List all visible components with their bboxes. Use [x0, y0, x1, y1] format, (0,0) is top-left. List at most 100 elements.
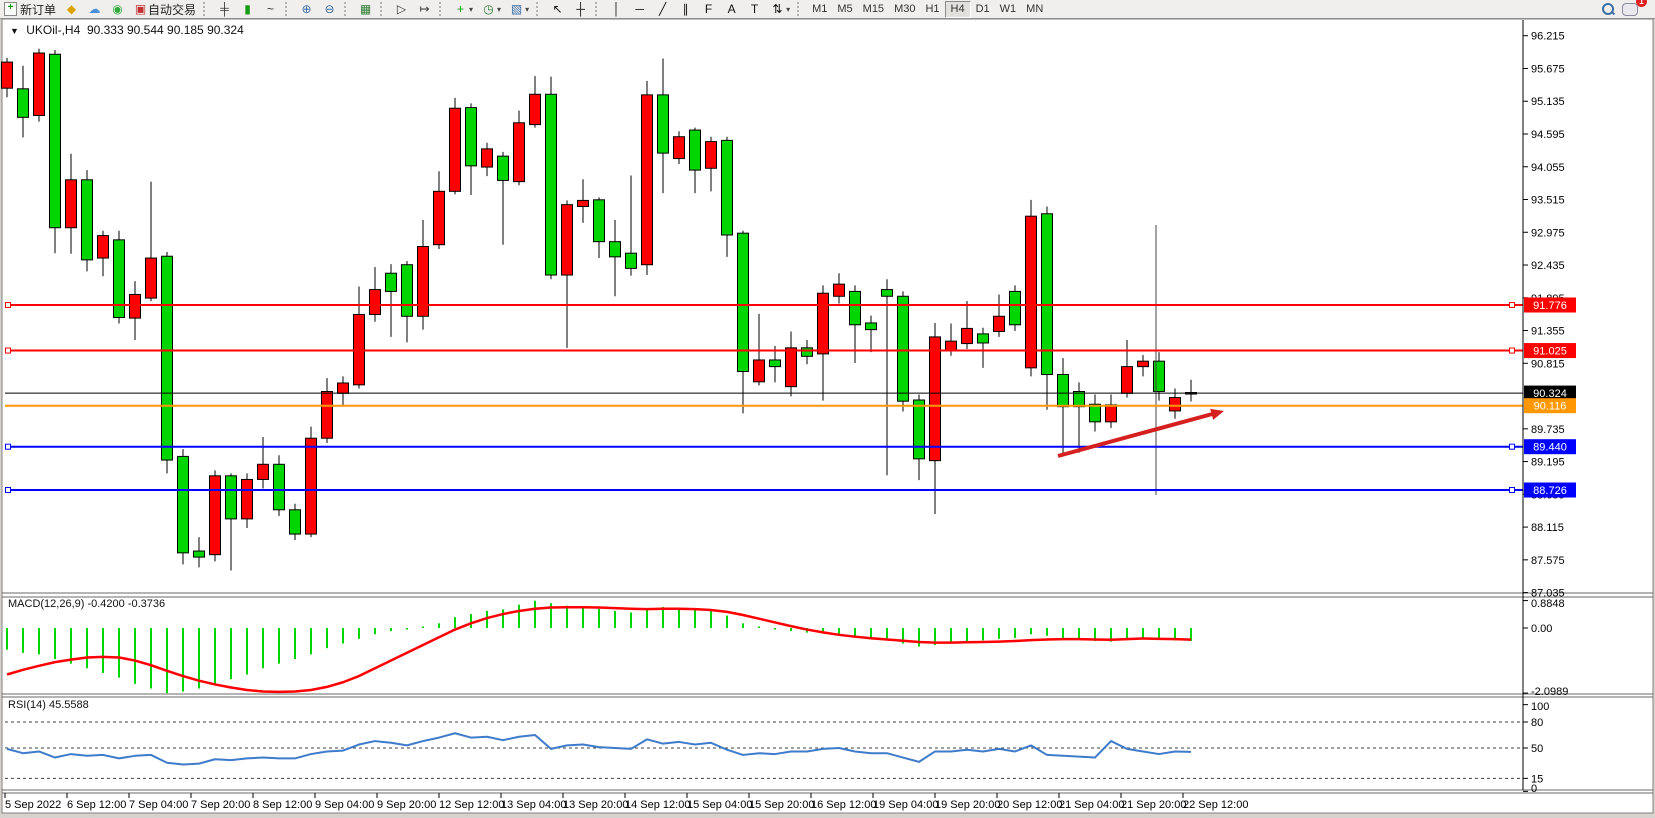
candlestick-chart-icon[interactable]: ▮ — [244, 2, 251, 16]
candle[interactable] — [625, 252, 637, 269]
period-clock-icon[interactable]: ◷ ▾ — [483, 2, 502, 16]
line-handle[interactable] — [1509, 347, 1515, 354]
candle[interactable] — [497, 155, 509, 181]
candle[interactable] — [225, 475, 237, 520]
line-handle[interactable] — [5, 347, 11, 354]
candle[interactable] — [865, 322, 877, 331]
auto-scroll-icon[interactable]: ▷ — [396, 2, 407, 16]
candle[interactable] — [801, 347, 813, 357]
label-icon[interactable]: T — [750, 2, 759, 16]
candle[interactable] — [97, 235, 109, 259]
horizontal-line-icon[interactable]: ─ — [635, 2, 644, 16]
candle[interactable] — [977, 333, 989, 344]
candle[interactable] — [1041, 213, 1053, 376]
candle[interactable] — [577, 199, 589, 207]
candle[interactable] — [257, 463, 269, 480]
trend-arrow-head[interactable] — [1210, 408, 1224, 420]
candle[interactable] — [209, 475, 221, 556]
candle[interactable] — [1025, 215, 1037, 369]
candle[interactable] — [881, 289, 893, 297]
candle[interactable] — [161, 255, 173, 461]
zoom-in-icon[interactable]: ⊕ — [301, 2, 312, 16]
candle[interactable] — [193, 550, 205, 558]
vertical-line-icon[interactable]: │ — [612, 2, 621, 16]
line-handle[interactable] — [5, 487, 11, 494]
candle[interactable] — [593, 199, 605, 243]
crosshair-icon[interactable]: ┼ — [576, 2, 585, 16]
timeframe-button-h1[interactable]: H1 — [925, 2, 940, 15]
candle[interactable] — [785, 347, 797, 388]
candle[interactable] — [689, 129, 701, 171]
candle[interactable] — [609, 241, 621, 258]
candle[interactable] — [321, 391, 333, 439]
line-handle[interactable] — [1509, 302, 1515, 308]
candle[interactable] — [1, 61, 13, 89]
text-icon[interactable]: A — [727, 2, 736, 16]
candle[interactable] — [1057, 374, 1069, 408]
trendline-icon[interactable]: ╱ — [658, 2, 667, 16]
candle[interactable] — [1137, 360, 1149, 368]
funnel-icon[interactable]: ◆ — [66, 2, 77, 16]
symbol-dropdown-icon[interactable]: ▼ — [10, 26, 19, 36]
bar-chart-icon[interactable]: ╪ — [220, 2, 229, 16]
candle[interactable] — [129, 293, 141, 319]
candle[interactable] — [433, 190, 445, 246]
candle[interactable] — [705, 141, 717, 169]
candle[interactable] — [753, 359, 765, 383]
candle[interactable] — [897, 295, 909, 402]
mql5-cloud-icon[interactable]: ☁ — [88, 2, 101, 16]
candle[interactable] — [513, 122, 525, 183]
template-icon[interactable]: ▧ ▾ — [510, 2, 530, 16]
candle[interactable] — [929, 336, 941, 462]
timeframe-button-m1[interactable]: M1 — [812, 2, 828, 15]
new-order-button[interactable]: + 新订单 — [1, 1, 59, 17]
candle[interactable] — [305, 437, 317, 535]
candle[interactable] — [81, 179, 93, 261]
trend-arrow[interactable] — [1057, 411, 1217, 458]
candle[interactable] — [337, 382, 349, 394]
candle[interactable] — [1153, 360, 1165, 393]
candle[interactable] — [993, 315, 1005, 332]
tile-windows-icon[interactable]: ▦ — [359, 2, 372, 16]
timeframe-button-w1[interactable]: W1 — [999, 2, 1017, 15]
candle[interactable] — [913, 399, 925, 460]
add-indicator-icon[interactable]: + ▾ — [457, 2, 474, 16]
candle[interactable] — [369, 289, 381, 315]
candle[interactable] — [737, 232, 749, 372]
candle[interactable] — [545, 93, 557, 276]
line-handle[interactable] — [1509, 487, 1515, 494]
chart-shift-icon[interactable]: ↦ — [419, 2, 430, 16]
timeframe-button-m30[interactable]: M30 — [894, 2, 916, 15]
timeframe-button-m5[interactable]: M5 — [837, 2, 853, 15]
candle[interactable] — [465, 107, 477, 167]
signals-icon[interactable]: ◉ — [112, 2, 123, 16]
candle[interactable] — [481, 148, 493, 168]
candle[interactable] — [849, 290, 861, 326]
timeframe-button-d1[interactable]: D1 — [975, 2, 990, 15]
fibonacci-icon[interactable]: F — [704, 2, 713, 16]
candle[interactable] — [673, 136, 685, 160]
candle[interactable] — [1089, 403, 1101, 423]
candle[interactable] — [721, 139, 733, 236]
zoom-out-icon[interactable]: ⊖ — [324, 2, 335, 16]
candle[interactable] — [449, 107, 461, 192]
timeframe-button-h4[interactable]: H4 — [944, 0, 971, 18]
candle[interactable] — [1009, 290, 1021, 326]
candle[interactable] — [145, 257, 157, 299]
arrows-icon[interactable]: ⇅ ▾ — [772, 2, 791, 16]
chat-icon[interactable]: 1 — [1619, 0, 1647, 17]
candle[interactable] — [945, 340, 957, 351]
candle[interactable] — [289, 509, 301, 535]
candle[interactable] — [241, 478, 253, 520]
candle[interactable] — [529, 93, 541, 126]
candle[interactable] — [113, 239, 125, 318]
channel-icon[interactable]: ∥ — [682, 2, 689, 16]
line-handle[interactable] — [5, 443, 11, 450]
candle[interactable] — [65, 179, 77, 229]
candle[interactable] — [33, 52, 45, 116]
candle[interactable] — [1073, 391, 1085, 408]
candle[interactable] — [833, 283, 845, 297]
line-handle[interactable] — [1509, 443, 1515, 450]
candle[interactable] — [561, 204, 573, 276]
timeframe-button-mn[interactable]: MN — [1026, 2, 1044, 15]
